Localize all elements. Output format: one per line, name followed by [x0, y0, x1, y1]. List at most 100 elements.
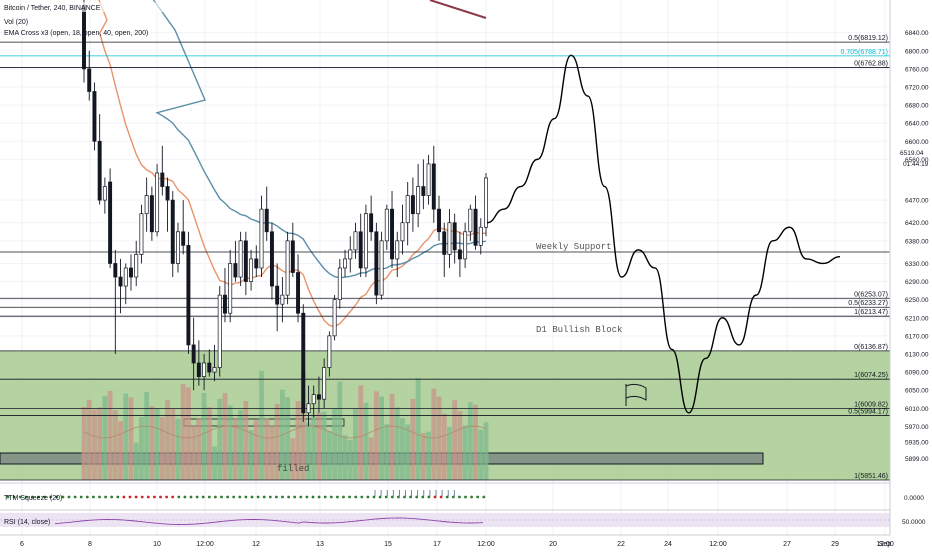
candle-body: [149, 195, 154, 233]
time-tick-label: 20: [549, 541, 557, 548]
candle-body: [264, 208, 269, 233]
volume-bar: [165, 400, 170, 480]
candle-body: [390, 208, 394, 260]
time-tick-label: Sep: [879, 541, 892, 548]
time-tick-label: 6: [20, 541, 24, 548]
squeeze-dot: [360, 495, 364, 499]
volume-bar: [112, 410, 118, 480]
volume-bar: [274, 403, 280, 480]
squeeze-dot: [189, 495, 193, 499]
squeeze-dot: [195, 495, 199, 499]
squeeze-dot: [476, 495, 480, 499]
squeeze-dot: [390, 495, 394, 499]
candle-body: [238, 240, 243, 278]
squeeze-dot: [214, 495, 217, 499]
volume-bar: [462, 425, 468, 480]
candle-body: [129, 267, 133, 278]
time-tick-label: 12:00: [876, 541, 894, 548]
fib-level-label: 0.5(6233.27): [848, 300, 888, 307]
flag-icon[interactable]: [625, 383, 647, 406]
time-tick-label: 17: [433, 541, 441, 548]
squeeze-dot: [238, 495, 242, 499]
squeeze-dot: [18, 495, 22, 499]
squeeze-dot: [445, 495, 449, 499]
candle-body: [410, 195, 415, 215]
time-tick-label: 12: [252, 541, 260, 548]
volume-bar: [118, 421, 123, 480]
squeeze-dot: [451, 495, 455, 499]
candle-body: [442, 231, 447, 255]
candle-body: [155, 172, 160, 233]
volume-bar: [394, 407, 400, 480]
candle-body: [384, 208, 389, 242]
squeeze-dot: [281, 495, 284, 499]
current-price-label: 6519.04: [900, 150, 924, 157]
volume-bar: [420, 432, 426, 480]
price-tick-label: 6840.00: [905, 30, 929, 37]
price-tick-label: 6130.00: [905, 351, 929, 358]
squeeze-dot: [85, 495, 89, 499]
squeeze-dot: [372, 495, 376, 499]
squeeze-dot: [110, 495, 114, 499]
volume-bar: [441, 413, 447, 480]
candle-body: [202, 362, 207, 377]
squeeze-dot: [378, 495, 382, 499]
candle-body: [207, 362, 212, 373]
squeeze-dot: [482, 495, 486, 499]
squeeze-dot: [293, 495, 297, 499]
volume-bar: [269, 425, 275, 480]
squeeze-dot: [116, 495, 120, 499]
volume-bar: [373, 391, 379, 480]
volume-bar: [363, 402, 369, 480]
volume-bar: [175, 418, 181, 480]
squeeze-dot: [177, 495, 181, 499]
candle-body: [437, 208, 441, 233]
countdown-label: 01:44:19: [903, 161, 929, 168]
time-tick-label: 24: [664, 541, 672, 548]
volume-bar: [97, 407, 103, 480]
volume-bar: [238, 409, 244, 480]
squeeze-indicator-label[interactable]: TTM Squeeze (20): [4, 495, 62, 502]
volume-bar: [337, 381, 343, 480]
rsi-indicator-label[interactable]: RSI (14, close): [4, 519, 50, 526]
indicators: [0, 482, 932, 536]
candle-body: [212, 367, 217, 373]
volume-bar: [170, 408, 176, 480]
squeeze-dot: [439, 495, 443, 499]
candle-body: [123, 267, 128, 287]
ema-slow-line: [429, 0, 487, 19]
volume-bar: [144, 392, 150, 480]
axes: 6840.00 6800.00 6760.00 6720.00 6680.00 6640.…: [20, 0, 932, 550]
squeeze-dot: [201, 495, 205, 499]
volume-indicator-label[interactable]: Vol (20): [4, 19, 28, 26]
squeeze-dot: [232, 495, 236, 499]
squeeze-dot: [104, 495, 107, 499]
price-tick-label: 6090.00: [905, 370, 929, 377]
squeeze-dot: [384, 495, 388, 499]
fib-level-label: 0(6136.87): [854, 344, 888, 351]
volume-bar: [107, 390, 113, 480]
candle-body: [337, 267, 342, 301]
price-tick-label: 6420.00: [905, 220, 929, 227]
time-tick-label: 12:00: [196, 541, 214, 548]
candle-body: [332, 299, 337, 337]
squeeze-dot: [403, 495, 406, 499]
fib-level-label: 0.705(6788.71): [841, 49, 888, 56]
volume-bar: [185, 387, 191, 480]
price-tick-label: 6250.00: [905, 297, 929, 304]
volume-bar: [410, 398, 416, 480]
candle-body: [217, 294, 222, 368]
fib-level-label: 0(6762.88): [854, 61, 888, 68]
squeeze-dot: [409, 495, 412, 499]
squeeze-dot: [92, 495, 95, 499]
squeeze-dot: [305, 495, 309, 499]
squeeze-dot: [464, 495, 467, 499]
ema-indicator-label[interactable]: EMA Cross x3 (open, 18, open, 40, open, …: [4, 30, 148, 37]
volume-bar: [154, 408, 160, 480]
volume-bar: [447, 427, 452, 480]
price-tick-label: 6800.00: [905, 48, 929, 55]
candle-body: [191, 344, 196, 364]
candle-body: [374, 231, 379, 296]
